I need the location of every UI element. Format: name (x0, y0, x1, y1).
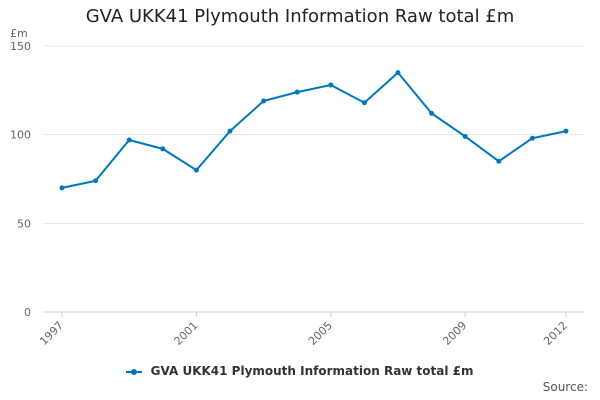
data-point[interactable] (429, 110, 435, 116)
y-tick-label: 0 (24, 306, 31, 319)
data-point[interactable] (59, 185, 65, 191)
series-layer (59, 70, 569, 191)
data-point[interactable] (462, 133, 468, 139)
source-label: Source: (542, 380, 588, 394)
y-axis-label: £m (10, 27, 28, 40)
legend-label: GVA UKK41 Plymouth Information Raw total… (150, 364, 474, 378)
data-point[interactable] (160, 146, 166, 152)
data-point[interactable] (496, 158, 502, 164)
legend[interactable]: GVA UKK41 Plymouth Information Raw total… (0, 364, 600, 378)
y-tick-label: 150 (10, 40, 31, 53)
x-tick-label: 2009 (440, 319, 469, 348)
data-point[interactable] (361, 100, 367, 106)
chart-title: GVA UKK41 Plymouth Information Raw total… (85, 6, 515, 27)
x-tick-label: 1997 (37, 319, 66, 348)
x-tick-label: 2005 (306, 319, 335, 348)
data-point[interactable] (227, 128, 233, 134)
x-tick-label: 2012 (541, 319, 570, 348)
data-point[interactable] (395, 70, 401, 76)
data-point[interactable] (193, 167, 199, 173)
legend-line-marker-icon (126, 367, 143, 377)
data-point[interactable] (563, 128, 569, 134)
series-line (61, 71, 567, 189)
data-point[interactable] (93, 178, 99, 184)
y-tick-label: 50 (17, 217, 31, 230)
gridlines (43, 45, 585, 313)
data-point[interactable] (294, 89, 300, 95)
axes: 0 50 100 150£m 1997 2001 2005 2009 2012 (10, 27, 585, 348)
data-point[interactable] (126, 137, 132, 143)
x-tick-label: 2001 (172, 319, 201, 348)
data-point[interactable] (261, 98, 267, 104)
data-point[interactable] (328, 82, 334, 88)
data-point[interactable] (529, 135, 535, 141)
y-tick-label: 100 (10, 129, 31, 142)
